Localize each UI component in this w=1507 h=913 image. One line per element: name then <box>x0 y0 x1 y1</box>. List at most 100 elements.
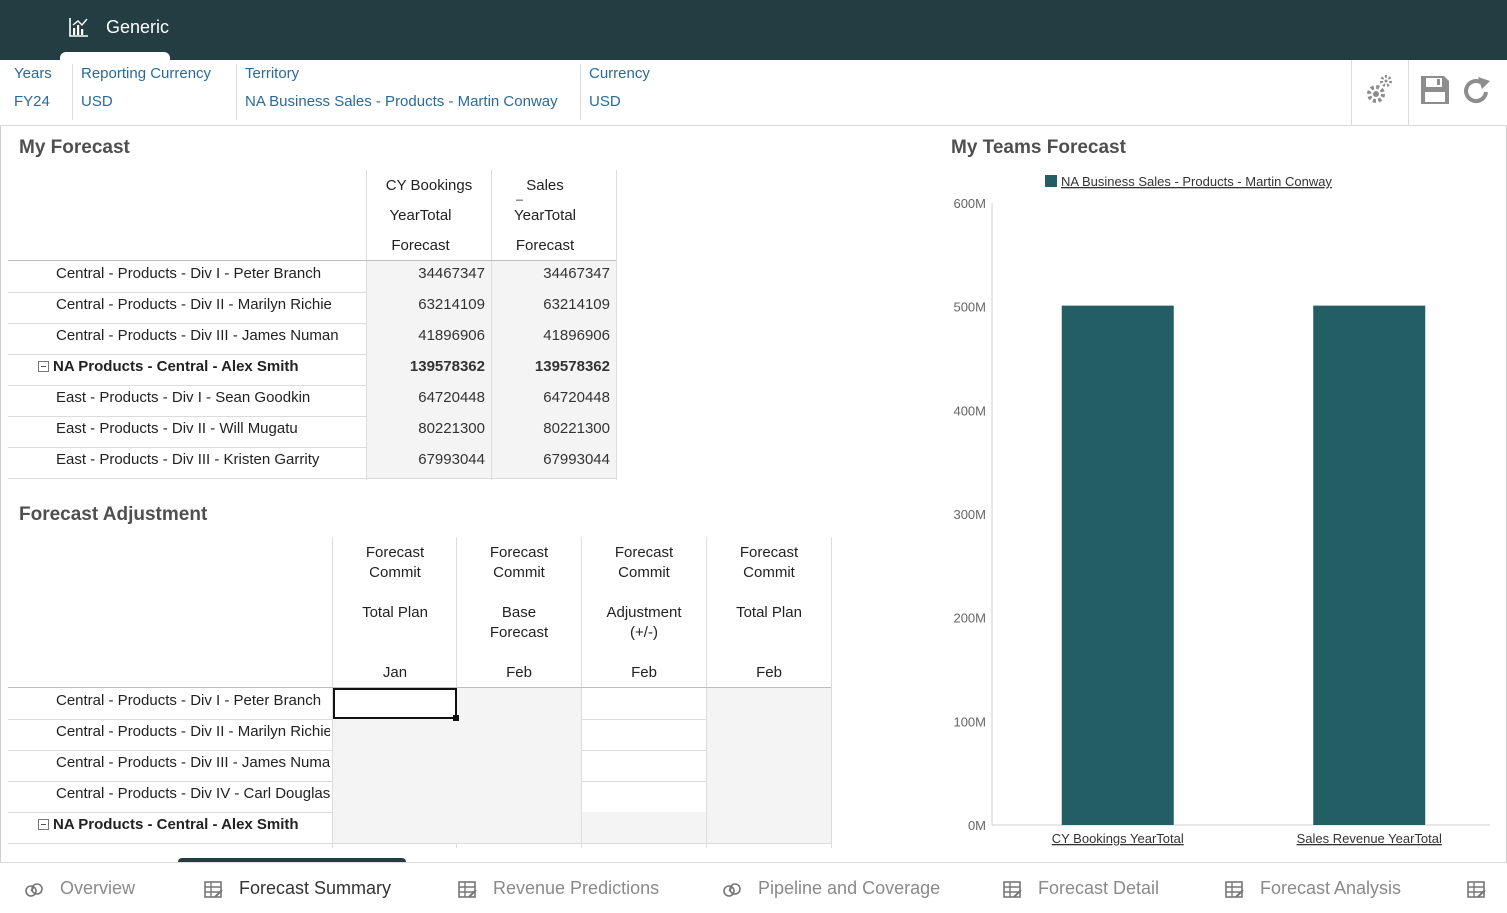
collapse-icon[interactable] <box>38 819 49 830</box>
more-tabs-icon[interactable] <box>1466 879 1486 899</box>
cell-value[interactable]: 67993044 <box>418 451 485 468</box>
pov-label: Currency <box>589 65 650 82</box>
y-tick-label: 400M <box>953 403 986 418</box>
pov-reporting-currency[interactable]: Reporting Currency USD <box>81 60 231 122</box>
row-label-text: Central - Products - Div III - James Num… <box>56 327 339 344</box>
bottom-tab-bar: Overview Forecast Summary Revenue Predicti… <box>0 862 1507 912</box>
fill-handle[interactable] <box>453 715 459 721</box>
input-cell[interactable] <box>457 750 581 781</box>
row-label: East - Products - Div III - Kristen Garr… <box>56 451 319 468</box>
save-icon[interactable] <box>1418 72 1452 108</box>
cell-bg <box>492 416 616 447</box>
input-cell[interactable] <box>582 812 706 843</box>
col-header: Forecast <box>614 544 674 561</box>
input-cell[interactable] <box>582 781 706 812</box>
cell-value[interactable]: 139578362 <box>534 358 610 375</box>
input-cell[interactable] <box>707 812 831 843</box>
cell-bg <box>457 688 581 719</box>
input-cell[interactable] <box>582 750 706 781</box>
col-header: Commit <box>618 564 670 581</box>
input-cell[interactable] <box>457 781 581 812</box>
refresh-icon[interactable] <box>1460 72 1494 108</box>
cell-value[interactable]: 80221300 <box>543 420 610 437</box>
col-header: Commit <box>743 564 795 581</box>
x-tick-label[interactable]: Sales Revenue YearTotal <box>1297 831 1442 846</box>
input-cell[interactable] <box>707 750 831 781</box>
input-cell[interactable] <box>707 781 831 812</box>
row-label-text: East - Products - Div I - Sean Goodkin <box>56 389 311 406</box>
grid-icon <box>458 881 477 898</box>
col-header: Feb <box>631 664 657 681</box>
cell-value[interactable]: 139578362 <box>409 358 485 375</box>
cell-value[interactable]: 34467347 <box>418 265 485 282</box>
cell-value[interactable]: 63214109 <box>418 296 485 313</box>
gear-icon[interactable] <box>1362 72 1396 108</box>
pov-currency[interactable]: Currency USD <box>589 60 679 122</box>
legend-label[interactable]: NA Business Sales - Products - Martin Co… <box>1061 174 1332 189</box>
cell-value[interactable]: 34467347 <box>543 265 610 282</box>
tab-label: Revenue Predictions <box>493 878 660 898</box>
pov-territory[interactable]: Territory NA Business Sales - Products -… <box>245 60 575 122</box>
collapse-icon[interactable] <box>38 361 49 372</box>
x-tick-label[interactable]: CY Bookings YearTotal <box>1052 831 1184 846</box>
input-cell[interactable] <box>457 688 581 719</box>
input-cell[interactable] <box>333 750 457 781</box>
bar[interactable] <box>1061 305 1174 825</box>
active-cell[interactable] <box>333 688 457 719</box>
pov-value[interactable]: USD <box>589 93 621 110</box>
input-cell[interactable] <box>457 812 581 843</box>
pov-value[interactable]: NA Business Sales - Products - Martin Co… <box>245 93 558 110</box>
input-cell[interactable] <box>333 781 457 812</box>
forecast-adjustment-title: Forecast Adjustment <box>19 504 208 525</box>
cell-bg <box>333 719 457 750</box>
cell-value[interactable]: 64720448 <box>543 389 610 406</box>
pov-years[interactable]: Years FY24 <box>14 60 64 122</box>
pov-value[interactable]: USD <box>81 93 113 110</box>
col-header: _ <box>516 187 523 201</box>
cell-value[interactable]: 41896906 <box>543 327 610 344</box>
row-label-text: Central - Products - Div I - Peter Branc… <box>56 692 322 709</box>
y-tick-label: 100M <box>953 714 986 729</box>
cell-value[interactable]: 63214109 <box>543 296 610 313</box>
row-label-text: Central - Products - Div I - Peter Branc… <box>56 265 322 282</box>
row-label: Central - Products - Div IV - Carl Dougl… <box>56 785 330 802</box>
input-cell[interactable] <box>457 719 581 750</box>
input-cell[interactable] <box>333 719 457 750</box>
col-header: Forecast <box>365 544 425 561</box>
chart-icon <box>69 18 88 37</box>
pov-value[interactable]: FY24 <box>14 93 50 110</box>
pov-label: Territory <box>245 65 300 82</box>
app-tab-generic[interactable]: Generic <box>60 0 170 60</box>
pov-divider <box>72 64 73 120</box>
col-header: CY Bookings <box>385 177 473 194</box>
cell-value[interactable]: 41896906 <box>418 327 485 344</box>
input-cell[interactable] <box>582 688 706 719</box>
input-cell[interactable] <box>582 719 706 750</box>
cell-value[interactable]: 67993044 <box>543 451 610 468</box>
dashboard-icon <box>723 883 741 897</box>
cell-value[interactable]: 64720448 <box>418 389 485 406</box>
cell-bg <box>707 750 831 781</box>
pov-divider <box>580 64 581 120</box>
input-cell[interactable] <box>707 688 831 719</box>
row-label-text: Central - Products - Div II - Marilyn Ri… <box>56 723 330 740</box>
cell-bg <box>707 688 831 719</box>
y-tick-label: 600M <box>953 196 986 211</box>
col-header: Total Plan <box>362 604 428 621</box>
row-label: Central - Products - Div II - Marilyn Ri… <box>56 296 332 313</box>
input-cell[interactable] <box>707 719 831 750</box>
cell-value[interactable]: 80221300 <box>418 420 485 437</box>
bar[interactable] <box>1313 305 1426 825</box>
cell-bg <box>367 385 491 416</box>
col-header: Total Plan <box>736 604 802 621</box>
input-cell[interactable] <box>333 812 457 843</box>
y-tick-label: 200M <box>953 611 986 626</box>
cell-bg <box>333 812 457 843</box>
cell-bg <box>492 447 616 478</box>
col-header: Adjustment <box>606 604 682 621</box>
pov-bar: Years FY24 Reporting Currency USD Territ… <box>0 60 1507 126</box>
cell-bg <box>457 750 581 781</box>
col-header: Forecast <box>489 624 549 641</box>
row-label: Central - Products - Div III - James Num… <box>56 327 339 344</box>
cell-bg <box>492 385 616 416</box>
